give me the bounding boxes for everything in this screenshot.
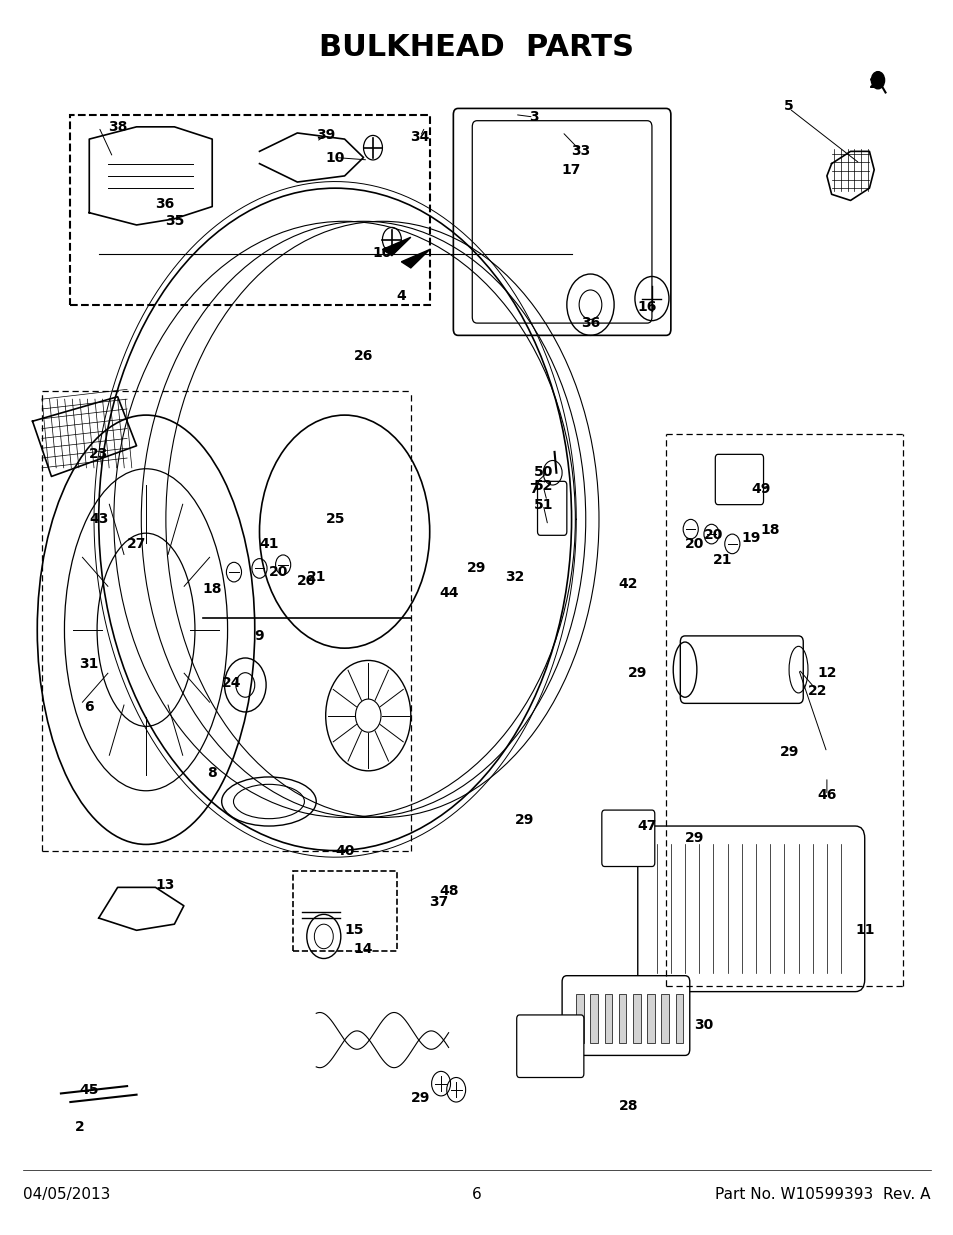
Bar [660, 994, 668, 1044]
Text: 21: 21 [306, 571, 326, 584]
Text: 22: 22 [807, 684, 826, 698]
Text: 41: 41 [259, 537, 278, 551]
Text: 50: 50 [533, 464, 553, 478]
FancyBboxPatch shape [537, 482, 566, 535]
Bar [633, 994, 639, 1044]
Text: 34: 34 [410, 130, 430, 143]
Text: 29: 29 [779, 746, 798, 760]
Text: 15: 15 [344, 924, 363, 937]
Text: 29: 29 [627, 666, 647, 679]
Text: 29: 29 [684, 831, 703, 845]
Text: 52: 52 [533, 479, 553, 493]
Text: 23: 23 [89, 447, 109, 462]
Text: 32: 32 [504, 571, 524, 584]
Text: BULKHEAD  PARTS: BULKHEAD PARTS [319, 32, 634, 62]
Text: Part No. W10599393  Rev. A: Part No. W10599393 Rev. A [715, 1187, 930, 1202]
Text: 2: 2 [868, 77, 878, 91]
Text: 20: 20 [703, 529, 722, 542]
Bar [675, 994, 682, 1044]
Text: 30: 30 [694, 1018, 713, 1031]
Text: 16: 16 [637, 300, 657, 314]
FancyBboxPatch shape [517, 1015, 583, 1077]
Bar [618, 994, 626, 1044]
FancyBboxPatch shape [638, 826, 863, 992]
Text: 29: 29 [514, 813, 534, 827]
Text: 8: 8 [207, 766, 217, 781]
Text: 10: 10 [373, 246, 392, 261]
FancyBboxPatch shape [601, 810, 654, 867]
Bar [604, 994, 612, 1044]
Text: 33: 33 [571, 144, 590, 158]
Text: 43: 43 [89, 513, 109, 526]
Text: 24: 24 [221, 676, 240, 689]
Text: 19: 19 [740, 531, 760, 545]
Text: 20: 20 [684, 537, 703, 551]
Text: 7: 7 [528, 482, 538, 495]
Text: 29: 29 [410, 1092, 430, 1105]
Text: 6: 6 [85, 700, 94, 714]
Text: 6: 6 [472, 1187, 481, 1202]
Text: 13: 13 [155, 878, 174, 892]
Text: 21: 21 [713, 553, 732, 567]
Text: 39: 39 [315, 128, 335, 142]
Text: 28: 28 [618, 1099, 638, 1113]
Text: 26: 26 [354, 350, 373, 363]
Polygon shape [401, 249, 429, 268]
FancyBboxPatch shape [679, 636, 802, 704]
Text: 38: 38 [108, 120, 127, 133]
FancyBboxPatch shape [453, 109, 670, 336]
Bar [293, 872, 396, 951]
Bar [576, 994, 583, 1044]
Text: 04/05/2013: 04/05/2013 [23, 1187, 111, 1202]
Polygon shape [382, 237, 411, 256]
Text: 12: 12 [817, 666, 836, 679]
Text: 14: 14 [354, 942, 373, 956]
Text: 49: 49 [750, 482, 770, 495]
Text: 36: 36 [155, 198, 174, 211]
Text: 42: 42 [618, 578, 638, 592]
Text: 46: 46 [817, 788, 836, 803]
Text: 18: 18 [202, 582, 222, 597]
Bar [646, 994, 654, 1044]
Text: 29: 29 [467, 562, 486, 576]
Text: 25: 25 [325, 513, 345, 526]
Text: 4: 4 [396, 289, 406, 303]
Text: 3: 3 [528, 110, 538, 124]
Text: 48: 48 [438, 884, 457, 898]
FancyBboxPatch shape [715, 454, 762, 505]
Text: 5: 5 [783, 99, 793, 112]
Text: 20: 20 [269, 566, 288, 579]
Text: 47: 47 [637, 819, 657, 834]
Text: 20: 20 [296, 574, 316, 588]
Bar [590, 994, 598, 1044]
Text: 18: 18 [760, 524, 780, 537]
Text: 2: 2 [75, 1120, 85, 1134]
Text: 35: 35 [165, 215, 184, 228]
Text: 10: 10 [325, 151, 344, 164]
Text: 27: 27 [127, 537, 146, 551]
FancyBboxPatch shape [561, 976, 689, 1056]
Text: 40: 40 [335, 844, 354, 857]
Text: 37: 37 [429, 895, 448, 909]
Bar [71, 115, 429, 305]
Text: 45: 45 [79, 1083, 99, 1097]
Text: 9: 9 [254, 629, 264, 643]
Text: 44: 44 [438, 585, 457, 600]
Text: 17: 17 [561, 163, 580, 177]
Circle shape [870, 72, 883, 89]
Text: 11: 11 [854, 924, 874, 937]
Text: 51: 51 [533, 498, 553, 511]
Text: 36: 36 [580, 316, 599, 330]
Text: 31: 31 [79, 657, 99, 671]
